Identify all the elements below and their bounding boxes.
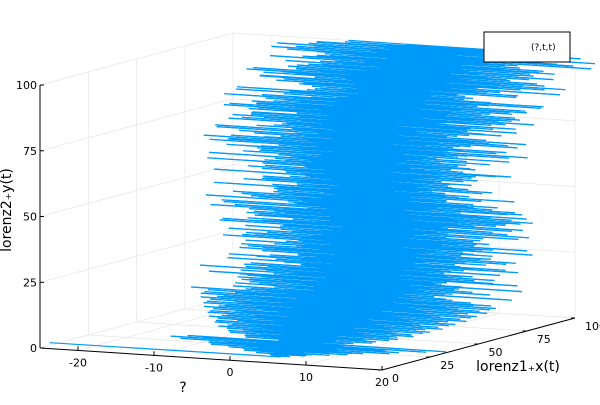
legend: (?,t,t) <box>484 32 570 62</box>
y-tick-label: 25 <box>440 359 454 372</box>
series-line <box>50 40 596 357</box>
z-tick-label: 50 <box>23 211 37 224</box>
x-axis-title: ? <box>179 380 186 396</box>
x-tick-label: 0 <box>227 366 234 379</box>
x-tick-label: 20 <box>375 376 389 389</box>
z-tick-label: 25 <box>23 276 37 289</box>
x-tick-label: 10 <box>299 371 313 384</box>
legend-entry: (?,t,t) <box>531 43 556 53</box>
y-tick-label: 75 <box>537 333 551 346</box>
z-tick-label: 100 <box>16 79 37 92</box>
y-tick-label: 0 <box>392 372 399 385</box>
y-tick-label: 100 <box>585 320 600 333</box>
y-tick-label: 50 <box>489 346 503 359</box>
z-tick-label: 0 <box>30 342 37 355</box>
x-tick-label: -10 <box>145 361 163 374</box>
x-tick-label: -20 <box>69 356 87 369</box>
y-axis-title: lorenz1₊x(t) <box>476 359 560 375</box>
z-tick-label: 75 <box>23 145 37 158</box>
z-axis-title: lorenz2₊y(t) <box>0 168 15 252</box>
